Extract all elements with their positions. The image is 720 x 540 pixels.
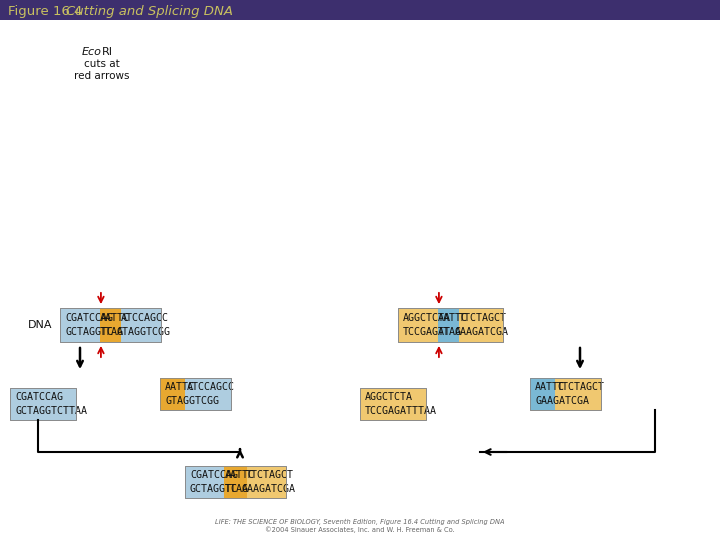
Bar (60, 308, 161, 342)
Bar (160, 378, 184, 410)
Bar (185, 466, 225, 498)
Text: AGGCTCTA: AGGCTCTA (403, 313, 451, 322)
Text: TTAA: TTAA (99, 327, 124, 338)
Text: AATTC: AATTC (535, 382, 565, 392)
Bar (398, 308, 503, 342)
Bar (0, 0, 720, 20)
Bar (10, 388, 76, 420)
Text: DNA: DNA (27, 320, 52, 330)
Text: CGATCCAG: CGATCCAG (65, 313, 113, 322)
Text: AATTC: AATTC (438, 313, 467, 322)
Text: RI: RI (102, 47, 113, 57)
Text: TTCTAGCT: TTCTAGCT (459, 313, 508, 322)
Bar (530, 378, 600, 410)
Text: GAAGATCGA: GAAGATCGA (455, 327, 509, 338)
Text: GTAGGTCGG: GTAGGTCGG (165, 396, 219, 406)
Text: GTAGGTCGG: GTAGGTCGG (117, 327, 171, 338)
Bar (530, 378, 554, 410)
Text: TTCTAGCT: TTCTAGCT (246, 470, 294, 480)
Text: GAAGATCGA: GAAGATCGA (242, 484, 296, 494)
Text: Cutting and Splicing DNA: Cutting and Splicing DNA (66, 4, 233, 17)
Bar (160, 378, 230, 410)
Text: CGATCCAG: CGATCCAG (190, 470, 238, 480)
Text: AGGCTCTA: AGGCTCTA (365, 392, 413, 402)
Bar (10, 388, 76, 420)
Text: GCTAGGTCTTAA: GCTAGGTCTTAA (15, 406, 87, 416)
Bar (360, 388, 426, 420)
Bar (160, 378, 230, 410)
Text: AATTC: AATTC (165, 382, 195, 392)
Bar (438, 308, 459, 342)
Bar (530, 378, 600, 410)
Text: TCCGAGAT: TCCGAGAT (403, 327, 451, 338)
Bar (185, 466, 286, 498)
Bar (398, 308, 503, 342)
Text: AATTC: AATTC (225, 470, 255, 480)
Text: TTCTAGCT: TTCTAGCT (557, 382, 605, 392)
Text: TTAA: TTAA (438, 327, 462, 338)
Text: ©2004 Sinauer Associates, Inc. and W. H. Freeman & Co.: ©2004 Sinauer Associates, Inc. and W. H.… (265, 526, 455, 534)
Bar (225, 466, 286, 498)
Text: GCTAGGTC: GCTAGGTC (65, 327, 113, 338)
Text: ATCCAGCC: ATCCAGCC (186, 382, 235, 392)
Text: Figure 16.4: Figure 16.4 (8, 4, 91, 17)
Text: Eco: Eco (82, 47, 102, 57)
Text: CGATCCAG: CGATCCAG (15, 392, 63, 402)
Text: cuts at: cuts at (84, 59, 120, 69)
Text: AATTC: AATTC (99, 313, 130, 322)
Text: GCTAGGTC: GCTAGGTC (190, 484, 238, 494)
Text: GAAGATCGA: GAAGATCGA (535, 396, 589, 406)
Bar (60, 308, 161, 342)
Text: TTAA: TTAA (225, 484, 248, 494)
Bar (360, 388, 426, 420)
Text: ATCCAGCC: ATCCAGCC (121, 313, 169, 322)
Bar (224, 466, 247, 498)
Text: LIFE: THE SCIENCE OF BIOLOGY, Seventh Edition, Figure 16.4 Cutting and Splicing : LIFE: THE SCIENCE OF BIOLOGY, Seventh Ed… (215, 519, 505, 525)
Bar (99, 308, 121, 342)
Text: red arrows: red arrows (74, 71, 130, 81)
Text: TCCGAGATTTAA: TCCGAGATTTAA (365, 406, 437, 416)
